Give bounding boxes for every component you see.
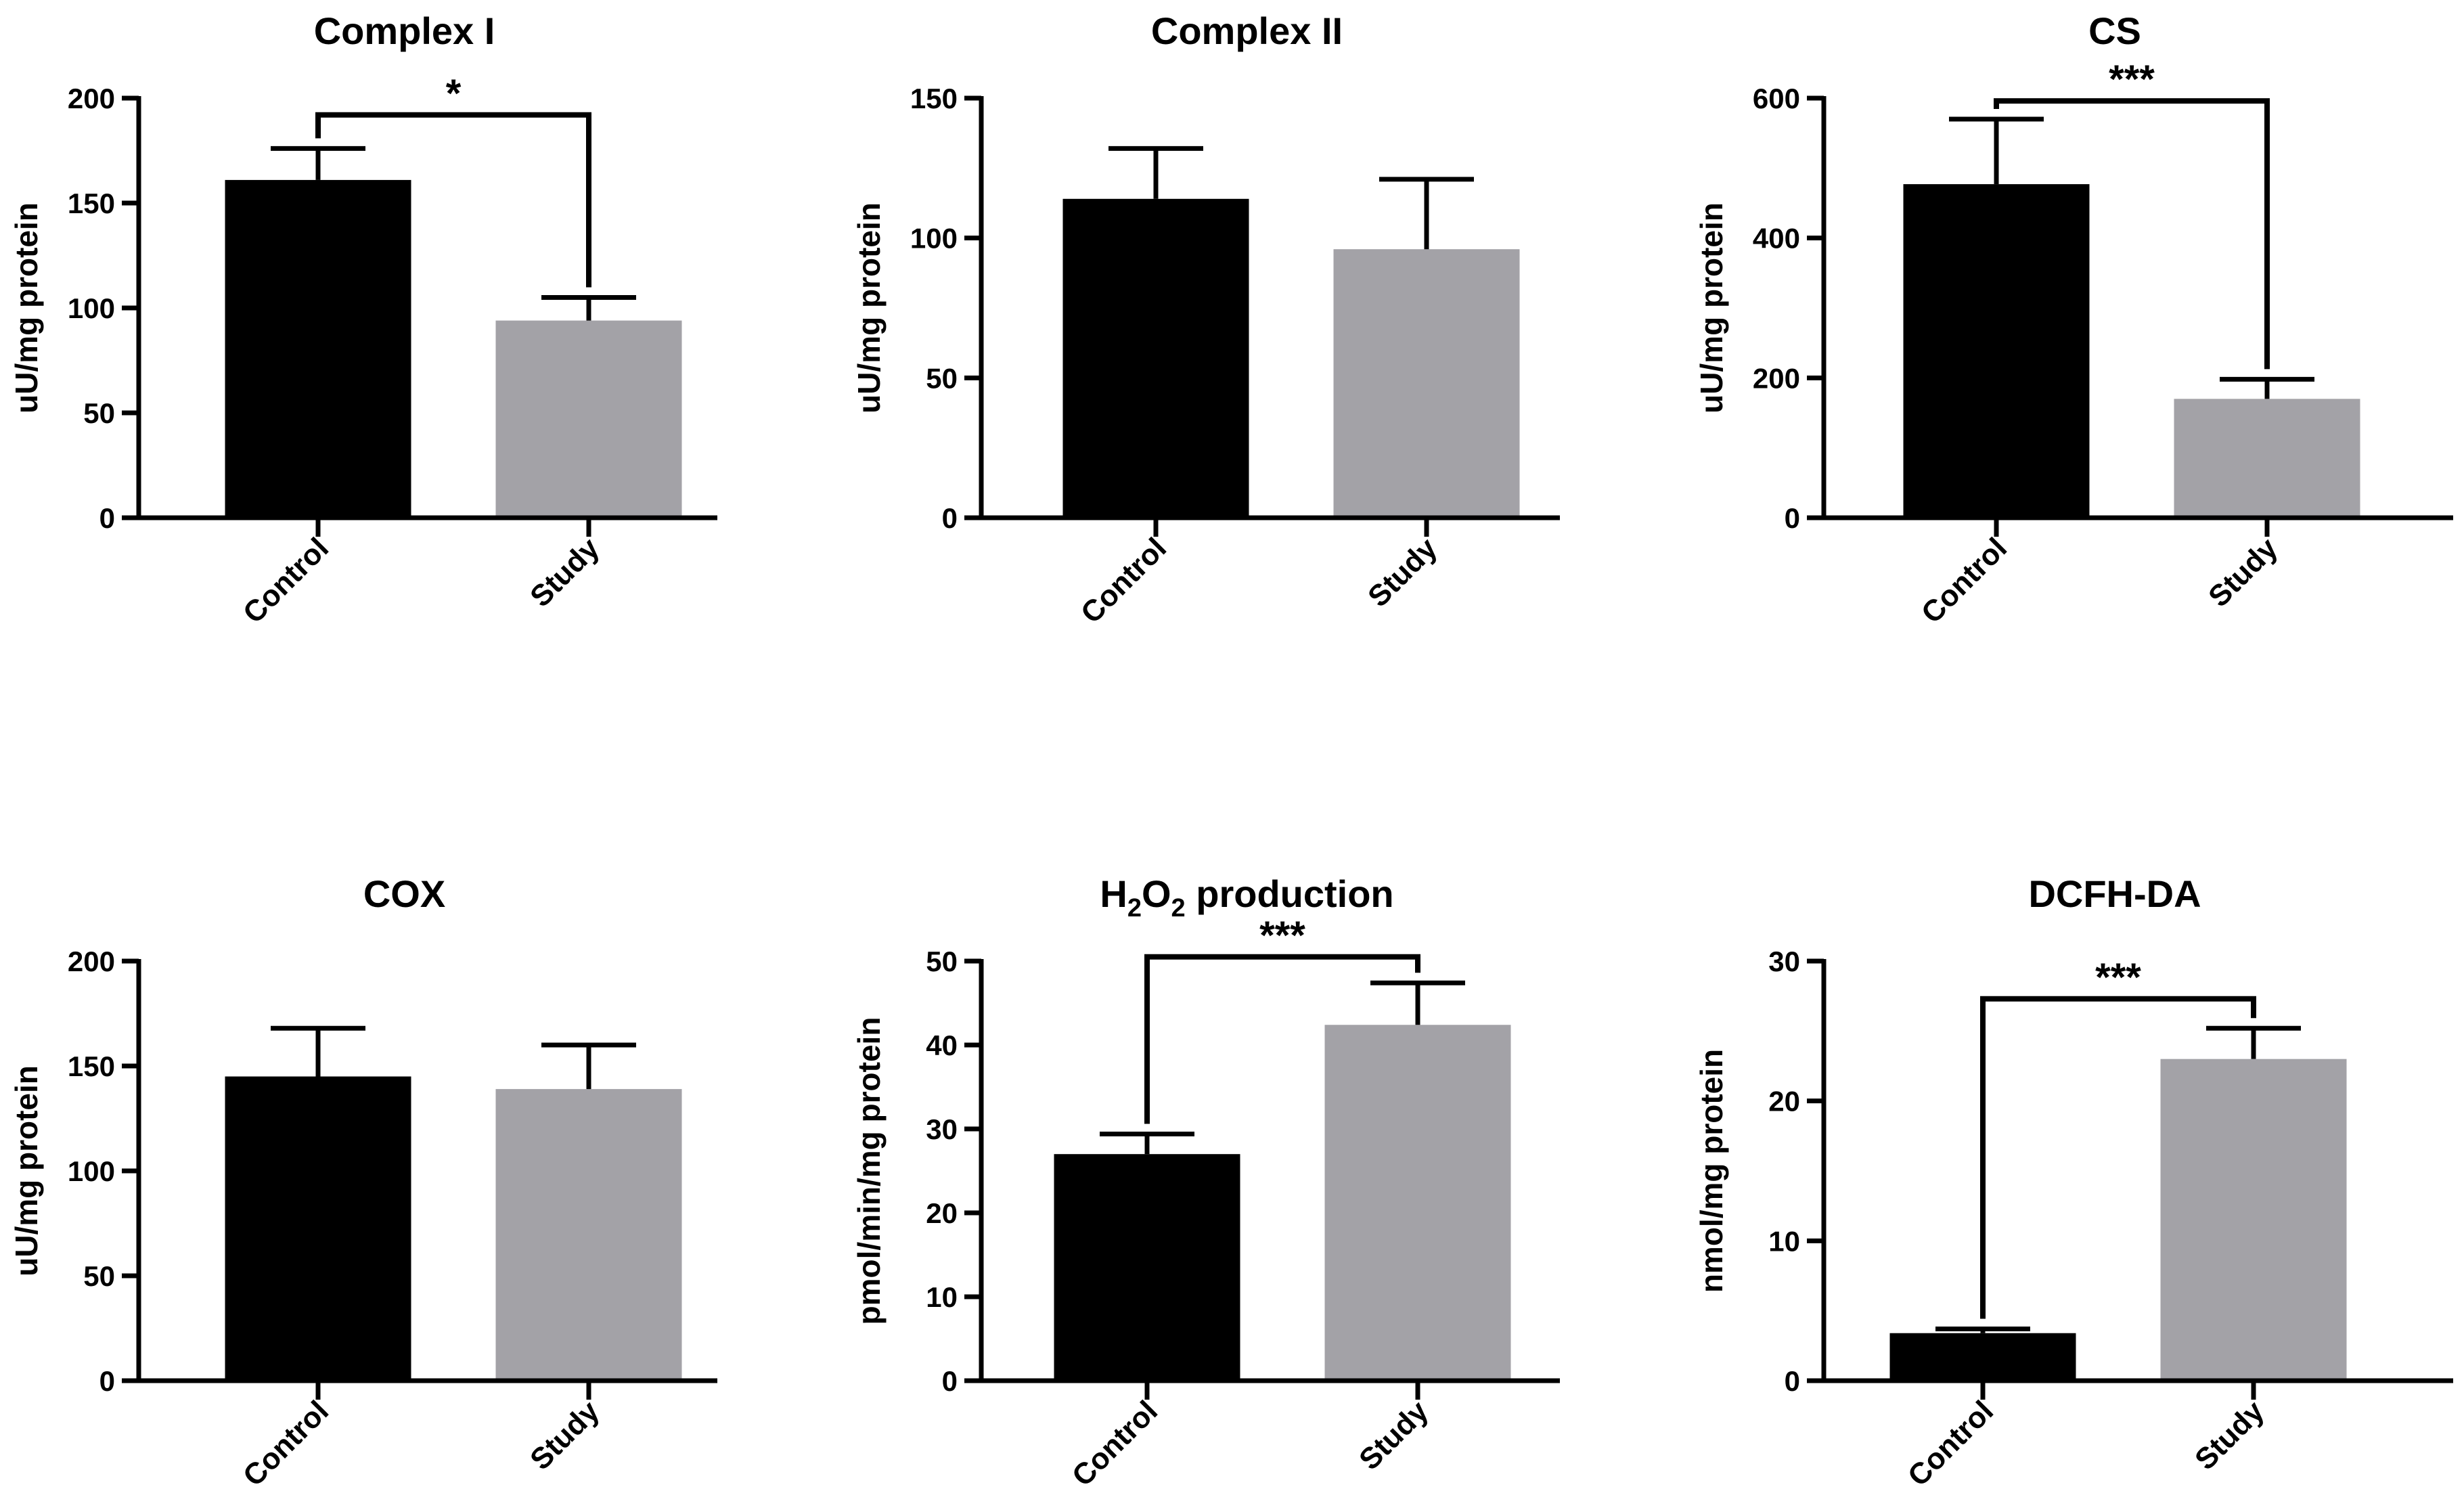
y-axis-label: uU/mg protein xyxy=(9,1065,44,1276)
significance-bracket xyxy=(1144,954,1420,1124)
x-tick-label-control: Control xyxy=(1915,531,2013,629)
bar-study xyxy=(1333,249,1520,518)
y-axis-label: nmol/mg protein xyxy=(1694,1049,1729,1293)
y-tick-label: 200 xyxy=(1753,362,1800,394)
significance-bracket xyxy=(1980,996,2256,1319)
y-tick-label: 10 xyxy=(1768,1225,1800,1257)
y-tick-label: 150 xyxy=(68,1050,115,1082)
chart-panel-1: 0 50 100 150 200 Control Study uU/mg protein Com… xyxy=(9,9,717,630)
y-tick-label: 30 xyxy=(1768,946,1800,977)
y-tick-label: 50 xyxy=(926,946,958,977)
x-tick-label-control: Control xyxy=(237,1394,335,1492)
y-tick-label: 10 xyxy=(926,1281,958,1313)
y-tick-label: 150 xyxy=(910,83,958,114)
y-tick-label: 400 xyxy=(1753,223,1800,254)
x-tick-label-control: Control xyxy=(1066,1394,1164,1492)
y-tick-label: 0 xyxy=(99,1365,115,1397)
x-tick-label-study: Study xyxy=(1362,531,1443,613)
x-tick-label-control: Control xyxy=(237,531,335,629)
bar-study xyxy=(495,1089,682,1381)
y-tick-label: 0 xyxy=(99,502,115,534)
title-segment: production xyxy=(1186,872,1394,915)
title-segment: O xyxy=(1142,872,1171,915)
y-tick-label: 0 xyxy=(942,502,958,534)
y-tick-label: 150 xyxy=(68,187,115,219)
bar-study xyxy=(495,320,682,518)
y-axis-label: uU/mg protein xyxy=(9,202,44,414)
y-tick-label: 100 xyxy=(68,1155,115,1187)
title-segment: H xyxy=(1100,872,1127,915)
significance-label: *** xyxy=(2095,956,2141,1000)
bar-control xyxy=(225,179,411,518)
x-tick-label-control: Control xyxy=(1075,531,1173,629)
y-tick-label: 50 xyxy=(83,397,115,429)
y-tick-label: 0 xyxy=(942,1365,958,1397)
title-subscript: 2 xyxy=(1127,894,1142,922)
y-axis-label: uU/mg protein xyxy=(851,202,887,414)
x-tick-label-study: Study xyxy=(524,1394,606,1476)
y-tick-label: 200 xyxy=(68,83,115,114)
y-tick-label: 20 xyxy=(1768,1086,1800,1117)
bar-study xyxy=(2174,399,2360,518)
y-axis-label: uU/mg protein xyxy=(1694,202,1729,414)
x-tick-label-study: Study xyxy=(1353,1394,1435,1476)
chart-panel-5: 0 10 20 30 40 50 Control Study pmol/min/mg prote… xyxy=(851,872,1560,1493)
bar-study xyxy=(2160,1059,2347,1381)
y-tick-label: 40 xyxy=(926,1029,958,1061)
y-tick-label: 50 xyxy=(83,1260,115,1292)
chart-title: CS xyxy=(2088,9,2141,52)
y-tick-label: 30 xyxy=(926,1113,958,1145)
y-tick-label: 100 xyxy=(68,292,115,324)
y-tick-label: 20 xyxy=(926,1197,958,1229)
bar-control xyxy=(225,1076,411,1381)
x-tick-label-control: Control xyxy=(1902,1394,2000,1492)
significance-label: * xyxy=(446,72,462,116)
significance-bracket xyxy=(315,112,591,288)
chart-panel-6: 0 10 20 30 Control Study nmol/mg protein DCFH-D… xyxy=(1694,872,2453,1493)
y-tick-label: 0 xyxy=(1785,1365,1800,1397)
bar-control xyxy=(1889,1333,2076,1381)
y-tick-label: 0 xyxy=(1785,502,1800,534)
y-tick-label: 600 xyxy=(1753,83,1800,114)
chart-title: Complex I xyxy=(314,9,495,52)
significance-label: *** xyxy=(1259,914,1305,958)
x-tick-label-study: Study xyxy=(2202,531,2284,613)
y-axis-label: pmol/min/mg protein xyxy=(851,1017,887,1325)
chart-title: DCFH-DA xyxy=(2028,872,2201,915)
bar-control xyxy=(1054,1154,1240,1381)
significance-label: *** xyxy=(2109,58,2155,102)
x-tick-label-study: Study xyxy=(2189,1394,2270,1476)
bar-study xyxy=(1324,1025,1511,1381)
title-subscript: 2 xyxy=(1171,894,1186,922)
x-tick-label-study: Study xyxy=(524,531,606,613)
chart-title: Complex II xyxy=(1151,9,1343,52)
significance-bracket xyxy=(1994,98,2270,370)
bar-control xyxy=(1062,198,1249,518)
y-tick-label: 100 xyxy=(910,223,958,254)
y-tick-label: 200 xyxy=(68,946,115,977)
y-tick-label: 50 xyxy=(926,362,958,394)
chart-panel-2: 0 50 100 150 Control Study uU/mg protein Comple… xyxy=(851,9,1560,630)
chart-title: H2O2 production xyxy=(1100,872,1393,922)
chart-title: COX xyxy=(363,872,445,915)
bar-control xyxy=(1903,184,2090,518)
chart-panel-3: 0 200 400 600 Control Study uU/mg protein CS *** xyxy=(1694,9,2453,630)
chart-panel-4: 0 50 100 150 200 Control Study uU/mg protein COX xyxy=(9,872,717,1493)
